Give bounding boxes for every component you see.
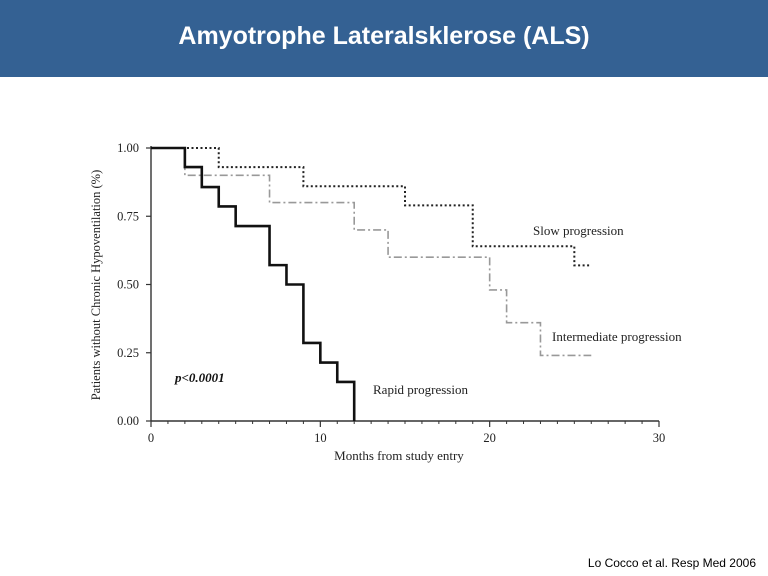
x-tick-label: 10 bbox=[314, 431, 327, 445]
x-tick-label: 30 bbox=[653, 431, 666, 445]
legend-label-intermediate: Intermediate progression bbox=[552, 329, 682, 344]
y-tick-label: 0.25 bbox=[117, 346, 139, 360]
legend-label-rapid: Rapid progression bbox=[373, 382, 468, 397]
slide-header-bar bbox=[0, 0, 768, 77]
y-tick-label: 0.50 bbox=[117, 278, 139, 292]
axes: 0.00 0.25 0.50 0.75 1.00 0 10 20 30 bbox=[117, 141, 665, 445]
series-line-rapid bbox=[151, 146, 356, 421]
x-axis-label: Months from study entry bbox=[334, 448, 464, 463]
legend-label-slow: Slow progression bbox=[533, 223, 624, 238]
y-tick-label: 0.00 bbox=[117, 414, 139, 428]
series-lines bbox=[151, 146, 592, 421]
p-value-annotation: p<0.0001 bbox=[174, 370, 225, 385]
chart-labels: Patients without Chronic Hypoventilation… bbox=[89, 170, 682, 463]
y-tick-label: 1.00 bbox=[117, 141, 139, 155]
y-axis-label: Patients without Chronic Hypoventilation… bbox=[89, 170, 103, 401]
slide-title: Amyotrophe Lateralsklerose (ALS) bbox=[178, 22, 590, 50]
x-tick-label: 20 bbox=[483, 431, 496, 445]
x-tick-label: 0 bbox=[148, 431, 154, 445]
y-tick-label: 0.75 bbox=[117, 209, 139, 223]
citation: Lo Cocco et al. Resp Med 2006 bbox=[587, 556, 756, 570]
series-line-slow bbox=[151, 147, 592, 267]
series-line-intermediate bbox=[151, 147, 592, 357]
